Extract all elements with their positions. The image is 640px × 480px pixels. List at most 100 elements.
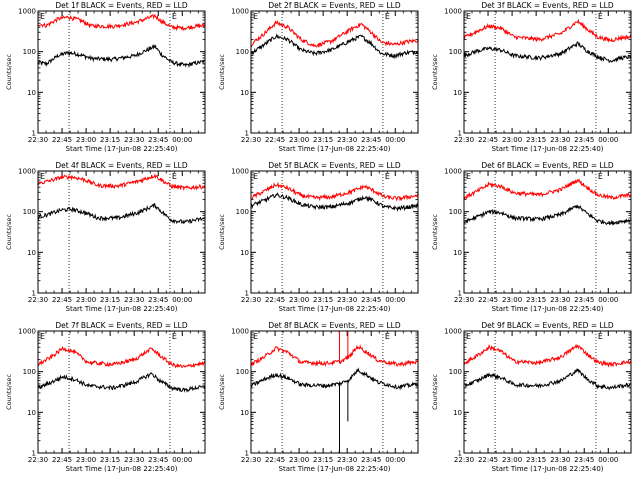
- x-tick-label: 23:30: [550, 296, 570, 304]
- events-series-line: [38, 43, 205, 69]
- chart-title: Det 3f BLACK = Events, RED = LLD: [481, 1, 614, 10]
- y-tick-label: 1000: [444, 328, 462, 336]
- y-tick-label: 100: [449, 48, 462, 56]
- events-series-line: [251, 192, 418, 212]
- x-tick-label: 23:30: [124, 456, 144, 464]
- x-tick-label: 00:00: [598, 136, 618, 144]
- y-tick-label: 1000: [231, 328, 249, 336]
- x-axis-label: Start Time (17-Jun-08 22:25:40): [66, 465, 178, 473]
- y-tick-label: 1000: [444, 168, 462, 176]
- x-tick-label: 23:30: [337, 136, 357, 144]
- event-marker-label: E: [466, 332, 471, 341]
- x-tick-label: 23:00: [76, 456, 96, 464]
- y-tick-label: 1: [458, 290, 462, 298]
- plot-frame: [250, 10, 419, 134]
- x-tick-label: 22:30: [28, 456, 48, 464]
- x-axis-label: Start Time (17-Jun-08 22:25:40): [279, 465, 391, 473]
- event-marker-label: E: [466, 172, 471, 181]
- events-series-line: [38, 371, 205, 393]
- lld-series-line: [251, 19, 418, 49]
- x-tick-label: 23:00: [502, 456, 522, 464]
- x-axis-label: Start Time (17-Jun-08 22:25:40): [492, 465, 604, 473]
- x-tick-label: 23:45: [361, 136, 381, 144]
- x-tick-label: 23:45: [148, 456, 168, 464]
- lld-series-line: [464, 178, 631, 201]
- x-tick-label: 23:30: [337, 296, 357, 304]
- x-tick-label: 22:30: [241, 456, 261, 464]
- x-tick-label: 22:30: [241, 296, 261, 304]
- x-tick-label: 23:45: [574, 456, 594, 464]
- events-series-line: [464, 368, 631, 391]
- x-tick-label: 23:30: [550, 136, 570, 144]
- y-axis-label: Counts/sec: [431, 54, 439, 90]
- y-tick-label: 10: [240, 409, 249, 417]
- plot-frame: [37, 170, 206, 294]
- y-tick-label: 1000: [444, 8, 462, 16]
- plot-frame: [250, 330, 419, 454]
- x-tick-label: 00:00: [385, 296, 405, 304]
- events-series-line: [464, 204, 631, 226]
- y-tick-label: 100: [236, 368, 249, 376]
- y-tick-label: 10: [240, 249, 249, 257]
- plot-frame: [463, 330, 632, 454]
- y-tick-label: 1: [245, 290, 249, 298]
- x-tick-label: 23:00: [76, 296, 96, 304]
- y-tick-label: 10: [27, 249, 36, 257]
- x-tick-label: 00:00: [385, 136, 405, 144]
- plot-frame: [463, 10, 632, 134]
- x-tick-label: 23:00: [502, 136, 522, 144]
- y-tick-label: 1: [245, 130, 249, 138]
- event-marker-label: E: [385, 12, 390, 21]
- x-tick-label: 23:15: [100, 296, 120, 304]
- event-marker-label: E: [253, 332, 258, 341]
- y-tick-label: 1: [458, 130, 462, 138]
- y-tick-label: 1: [32, 290, 36, 298]
- x-tick-label: 22:45: [265, 456, 285, 464]
- plot-frame: [37, 330, 206, 454]
- y-tick-label: 100: [23, 48, 36, 56]
- x-tick-label: 00:00: [598, 456, 618, 464]
- y-tick-label: 1: [32, 450, 36, 458]
- y-axis-label: Counts/sec: [5, 214, 13, 250]
- y-tick-label: 100: [449, 368, 462, 376]
- x-tick-label: 00:00: [598, 296, 618, 304]
- events-series-line: [38, 202, 205, 225]
- x-tick-label: 22:45: [478, 456, 498, 464]
- chart-title: Det 9f BLACK = Events, RED = LLD: [481, 321, 614, 330]
- plot-frame: [37, 10, 206, 134]
- y-tick-label: 100: [449, 208, 462, 216]
- y-tick-label: 1000: [18, 8, 36, 16]
- x-tick-label: 23:45: [574, 136, 594, 144]
- event-marker-label: E: [172, 172, 177, 181]
- x-tick-label: 23:15: [526, 296, 546, 304]
- y-axis-label: Counts/sec: [431, 374, 439, 410]
- y-tick-label: 1: [245, 450, 249, 458]
- event-marker-label: E: [598, 172, 603, 181]
- x-tick-label: 22:45: [265, 296, 285, 304]
- x-tick-label: 22:45: [52, 456, 72, 464]
- x-axis-label: Start Time (17-Jun-08 22:25:40): [492, 145, 604, 153]
- chart-title: Det 2f BLACK = Events, RED = LLD: [268, 1, 401, 10]
- x-tick-label: 23:00: [289, 296, 309, 304]
- event-marker-label: E: [598, 332, 603, 341]
- x-tick-label: 23:00: [289, 456, 309, 464]
- y-tick-label: 10: [453, 89, 462, 97]
- x-tick-label: 23:45: [361, 296, 381, 304]
- lld-series-line: [251, 344, 418, 367]
- event-marker-label: E: [466, 12, 471, 21]
- x-tick-label: 00:00: [385, 456, 405, 464]
- x-tick-label: 22:30: [454, 136, 474, 144]
- chart-title: Det 8f BLACK = Events, RED = LLD: [268, 321, 401, 330]
- event-marker-label: E: [385, 332, 390, 341]
- event-marker-label: E: [40, 12, 45, 21]
- lld-series-line: [38, 173, 205, 192]
- x-tick-label: 23:30: [124, 296, 144, 304]
- x-tick-label: 23:00: [289, 136, 309, 144]
- x-tick-label: 22:30: [454, 296, 474, 304]
- x-tick-label: 23:15: [313, 136, 333, 144]
- x-tick-label: 23:00: [76, 136, 96, 144]
- lld-series-line: [38, 14, 205, 32]
- chart-panel-3: Det 3f BLACK = Events, RED = LLD Counts/s…: [431, 1, 632, 153]
- x-tick-label: 22:30: [241, 136, 261, 144]
